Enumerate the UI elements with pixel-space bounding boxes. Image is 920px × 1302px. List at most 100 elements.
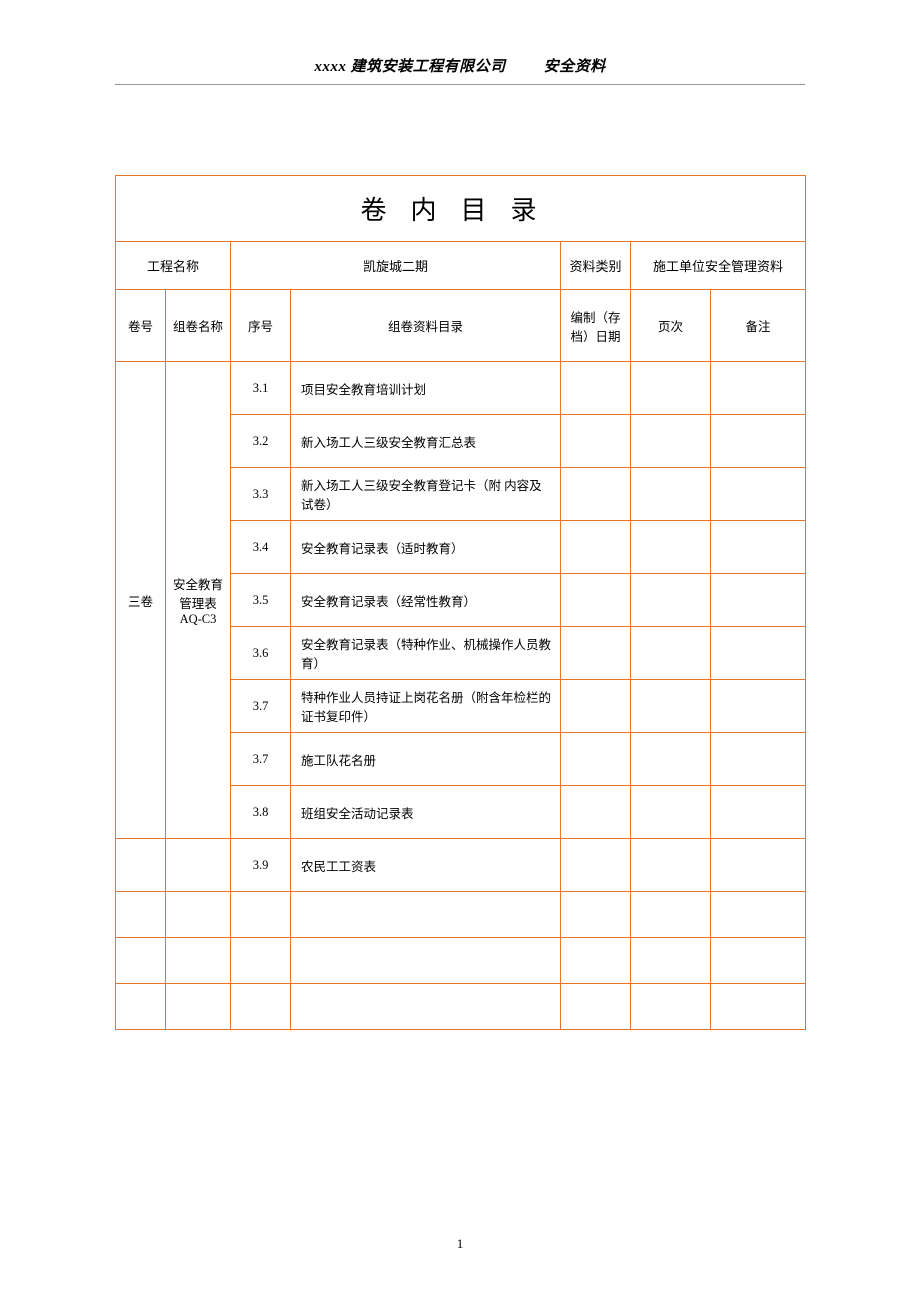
seq-cell: 3.2 <box>231 415 291 468</box>
date-cell <box>561 627 631 680</box>
remark-cell <box>711 574 806 627</box>
content-cell: 安全教育记录表（特种作业、机械操作人员教育） <box>291 627 561 680</box>
content-cell: 特种作业人员持证上岗花名册（附含年检栏的证书复印件） <box>291 680 561 733</box>
empty-cell <box>711 984 806 1030</box>
remark-cell <box>711 786 806 839</box>
empty-cell <box>231 938 291 984</box>
empty-cell <box>561 938 631 984</box>
page-cell <box>631 521 711 574</box>
empty-cell <box>631 938 711 984</box>
empty-cell <box>291 938 561 984</box>
date-cell <box>561 786 631 839</box>
empty-cell <box>631 892 711 938</box>
page-cell <box>631 468 711 521</box>
remark-cell <box>711 521 806 574</box>
table-row <box>116 984 806 1030</box>
vol-name-cell <box>166 839 231 892</box>
seq-cell: 3.7 <box>231 733 291 786</box>
page-cell <box>631 627 711 680</box>
empty-cell <box>291 892 561 938</box>
content-cell: 新入场工人三级安全教育汇总表 <box>291 415 561 468</box>
date-cell <box>561 839 631 892</box>
project-name: 凯旋城二期 <box>231 242 561 290</box>
empty-cell <box>116 938 166 984</box>
remark-cell <box>711 680 806 733</box>
empty-cell <box>631 984 711 1030</box>
remark-cell <box>711 362 806 415</box>
page-cell <box>631 574 711 627</box>
empty-cell <box>711 938 806 984</box>
empty-cell <box>711 892 806 938</box>
title-row: 卷内目录 <box>116 176 806 242</box>
page-cell <box>631 415 711 468</box>
remark-cell <box>711 415 806 468</box>
seq-cell: 3.5 <box>231 574 291 627</box>
vol-no-cell: 三卷 <box>116 362 166 839</box>
page-cell <box>631 362 711 415</box>
date-cell <box>561 468 631 521</box>
empty-cell <box>116 984 166 1030</box>
empty-cell <box>166 892 231 938</box>
main-table-container: 卷内目录 工程名称 凯旋城二期 资料类别 施工单位安全管理资料 卷号 组卷名称 … <box>115 175 805 1030</box>
col-header-content: 组卷资料目录 <box>291 290 561 362</box>
remark-cell <box>711 627 806 680</box>
empty-cell <box>291 984 561 1030</box>
seq-cell: 3.9 <box>231 839 291 892</box>
seq-cell: 3.1 <box>231 362 291 415</box>
table-row <box>116 938 806 984</box>
content-cell: 班组安全活动记录表 <box>291 786 561 839</box>
content-cell: 安全教育记录表（经常性教育） <box>291 574 561 627</box>
date-cell <box>561 362 631 415</box>
empty-cell <box>561 984 631 1030</box>
content-cell: 施工队花名册 <box>291 733 561 786</box>
info-row: 工程名称 凯旋城二期 资料类别 施工单位安全管理资料 <box>116 242 806 290</box>
content-cell: 新入场工人三级安全教育登记卡（附 内容及试卷） <box>291 468 561 521</box>
empty-cell <box>166 984 231 1030</box>
page-cell <box>631 733 711 786</box>
header-divider <box>115 84 805 85</box>
remark-cell <box>711 733 806 786</box>
date-cell <box>561 680 631 733</box>
date-cell <box>561 415 631 468</box>
vol-name-cell: 安全教育管理表 AQ-C3 <box>166 362 231 839</box>
page-cell <box>631 680 711 733</box>
content-cell: 项目安全教育培训计划 <box>291 362 561 415</box>
category-value: 施工单位安全管理资料 <box>631 242 806 290</box>
remark-cell <box>711 839 806 892</box>
table-row: 3.9农民工工资表 <box>116 839 806 892</box>
project-label: 工程名称 <box>116 242 231 290</box>
date-cell <box>561 574 631 627</box>
date-cell <box>561 733 631 786</box>
empty-cell <box>231 984 291 1030</box>
vol-no-cell <box>116 839 166 892</box>
col-header-volname: 组卷名称 <box>166 290 231 362</box>
col-header-volno: 卷号 <box>116 290 166 362</box>
table-row <box>116 892 806 938</box>
column-header-row: 卷号 组卷名称 序号 组卷资料目录 编制（存档）日期 页次 备注 <box>116 290 806 362</box>
page-cell <box>631 839 711 892</box>
remark-cell <box>711 468 806 521</box>
company-name: xxxx 建筑安装工程有限公司 <box>314 59 505 75</box>
empty-cell <box>231 892 291 938</box>
date-cell <box>561 521 631 574</box>
col-header-date: 编制（存档）日期 <box>561 290 631 362</box>
seq-cell: 3.8 <box>231 786 291 839</box>
seq-cell: 3.7 <box>231 680 291 733</box>
doc-type: 安全资料 <box>544 59 606 75</box>
page-number: 1 <box>0 1236 920 1252</box>
category-label: 资料类别 <box>561 242 631 290</box>
seq-cell: 3.4 <box>231 521 291 574</box>
content-cell: 安全教育记录表（适时教育） <box>291 521 561 574</box>
col-header-page: 页次 <box>631 290 711 362</box>
empty-cell <box>561 892 631 938</box>
page-cell <box>631 786 711 839</box>
col-header-seq: 序号 <box>231 290 291 362</box>
empty-cell <box>166 938 231 984</box>
index-table: 卷内目录 工程名称 凯旋城二期 资料类别 施工单位安全管理资料 卷号 组卷名称 … <box>115 175 806 1030</box>
table-title: 卷内目录 <box>116 176 806 242</box>
table-row: 三卷安全教育管理表 AQ-C33.1项目安全教育培训计划 <box>116 362 806 415</box>
col-header-remark: 备注 <box>711 290 806 362</box>
empty-cell <box>116 892 166 938</box>
content-cell: 农民工工资表 <box>291 839 561 892</box>
seq-cell: 3.6 <box>231 627 291 680</box>
